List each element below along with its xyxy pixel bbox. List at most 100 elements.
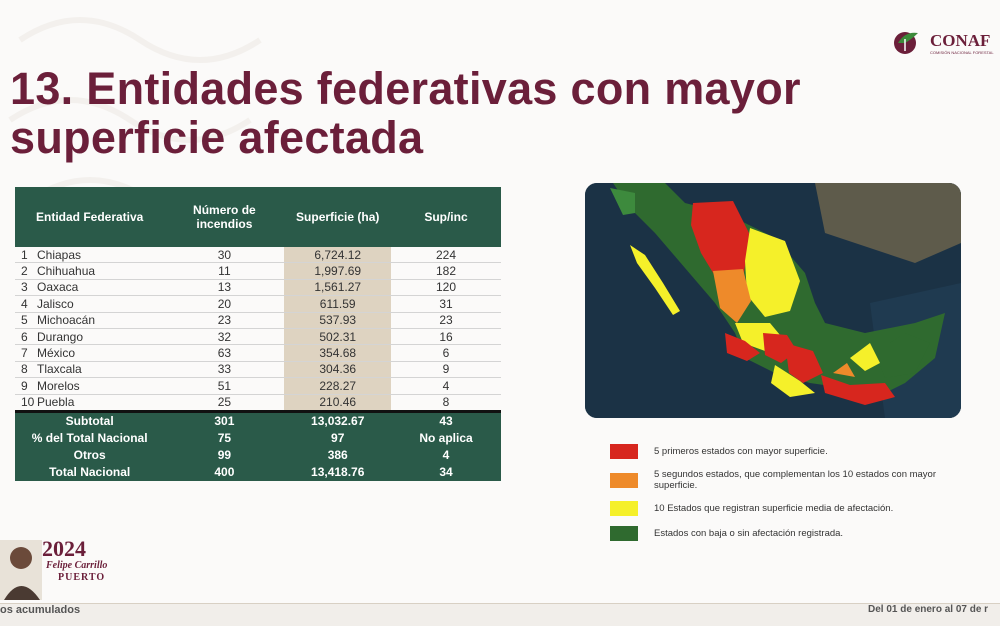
table-row: 3 Oaxaca 13 1,561.27 120 — [15, 279, 501, 297]
legend-swatch — [610, 444, 638, 459]
incendios-cell: 32 — [164, 328, 285, 346]
logo-subtitle: COMISIÓN NACIONAL FORESTAL — [930, 50, 994, 55]
summary-supinc: 43 — [390, 411, 501, 430]
supinc-cell: 9 — [390, 361, 501, 379]
superficie-cell: 1,561.27 — [284, 279, 391, 297]
summary-incendios: 400 — [164, 463, 285, 481]
summary-superficie: 13,032.67 — [284, 411, 391, 430]
incendios-cell: 23 — [164, 312, 285, 329]
state-name: Durango — [37, 329, 84, 344]
table-row: 8 Tlaxcala 33 304.36 9 — [15, 361, 501, 379]
superficie-cell: 1,997.69 — [284, 262, 391, 280]
conafor-leaf-icon — [894, 32, 918, 54]
rank-number: 8 — [21, 362, 28, 377]
rank-number: 4 — [21, 296, 28, 311]
incendios-cell: 20 — [164, 295, 285, 313]
entidad-cell: 9 Morelos — [15, 377, 165, 395]
header-incendios: Número de incendios — [164, 187, 285, 247]
summary-incendios: 75 — [164, 429, 285, 447]
summary-label: Otros — [15, 446, 165, 464]
rank-number: 2 — [21, 264, 28, 279]
legend-item: Estados con baja o sin afectación regist… — [610, 526, 960, 541]
legend-swatch — [610, 501, 638, 516]
table-row: 10 Puebla 25 210.46 8 — [15, 394, 501, 413]
entidad-cell: 8 Tlaxcala — [15, 361, 165, 379]
supinc-cell: 8 — [390, 394, 501, 413]
supinc-cell: 120 — [390, 279, 501, 297]
superficie-cell: 210.46 — [284, 394, 391, 413]
legend-label: 5 primeros estados con mayor superficie. — [654, 446, 828, 457]
header-supinc: Sup/inc — [390, 187, 501, 247]
rank-number: 1 — [21, 247, 28, 262]
state-name: Oaxaca — [37, 280, 79, 295]
summary-supinc: No aplica — [390, 429, 501, 447]
footer-bar — [0, 603, 1000, 626]
superficie-cell: 611.59 — [284, 295, 391, 313]
table-row: 6 Durango 32 502.31 16 — [15, 328, 501, 346]
superficie-cell: 354.68 — [284, 344, 391, 362]
table-row: 2 Chihuahua 11 1,997.69 182 — [15, 262, 501, 280]
table-row: 1 Chiapas 30 6,724.12 224 — [15, 247, 501, 264]
incendios-cell: 13 — [164, 279, 285, 297]
fires-table: Entidad Federativa Número de incendios S… — [15, 187, 501, 481]
state-name: Tlaxcala — [37, 362, 82, 377]
supinc-cell: 4 — [390, 377, 501, 395]
entidad-cell: 1 Chiapas — [15, 247, 165, 264]
incendios-cell: 25 — [164, 394, 285, 413]
summary-supinc: 4 — [390, 446, 501, 464]
page-title: 13. Entidades federativas con mayor supe… — [10, 63, 801, 163]
entidad-cell: 4 Jalisco — [15, 295, 165, 313]
table-row: 9 Morelos 51 228.27 4 — [15, 377, 501, 395]
rank-number: 5 — [21, 313, 28, 328]
summary-row: Total Nacional 400 13,418.76 34 — [15, 463, 501, 481]
superficie-cell: 6,724.12 — [284, 247, 391, 264]
legend-label: Estados con baja o sin afectación regist… — [654, 528, 844, 539]
rank-number: 7 — [21, 346, 28, 361]
summary-incendios: 301 — [164, 411, 285, 430]
legend-label: 10 Estados que registran superficie medi… — [654, 503, 894, 514]
entidad-cell: 7 México — [15, 344, 165, 362]
rank-number: 9 — [21, 378, 28, 393]
entidad-cell: 3 Oaxaca — [15, 279, 165, 297]
superficie-cell: 502.31 — [284, 328, 391, 346]
incendios-cell: 51 — [164, 377, 285, 395]
entidad-cell: 5 Michoacán — [15, 312, 165, 329]
incendios-cell: 30 — [164, 247, 285, 264]
table-row: 4 Jalisco 20 611.59 31 — [15, 295, 501, 313]
entidad-cell: 10 Puebla — [15, 394, 165, 413]
entidad-cell: 2 Chihuahua — [15, 262, 165, 280]
supinc-cell: 182 — [390, 262, 501, 280]
legend-item: 5 segundos estados, que complementan los… — [610, 469, 960, 491]
summary-label: % del Total Nacional — [15, 429, 165, 447]
logo-text: CONAF — [930, 31, 991, 50]
legend-swatch — [610, 526, 638, 541]
summary-incendios: 99 — [164, 446, 285, 464]
slide: 13. Entidades federativas con mayor supe… — [0, 0, 1000, 610]
summary-superficie: 13,418.76 — [284, 463, 391, 481]
incendios-cell: 11 — [164, 262, 285, 280]
summary-label: Total Nacional — [15, 463, 165, 481]
footer-left-text: os acumulados — [0, 604, 81, 616]
map-image — [585, 183, 961, 418]
superficie-cell: 537.93 — [284, 312, 391, 329]
superficie-cell: 304.36 — [284, 361, 391, 379]
supinc-cell: 6 — [390, 344, 501, 362]
legend-item: 10 Estados que registran superficie medi… — [610, 501, 960, 516]
state-name: Puebla — [37, 395, 75, 410]
summary-row: Subtotal 301 13,032.67 43 — [15, 411, 501, 430]
president-portrait — [0, 540, 42, 600]
entidad-cell: 6 Durango — [15, 328, 165, 346]
rank-number: 6 — [21, 329, 28, 344]
map-legend: 5 primeros estados con mayor superficie.… — [610, 444, 960, 551]
header-entidad: Entidad Federativa — [15, 187, 165, 247]
state-name: Jalisco — [37, 296, 74, 311]
table-row: 5 Michoacán 23 537.93 23 — [15, 312, 501, 329]
state-name: Michoacán — [37, 313, 96, 328]
summary-row: % del Total Nacional 75 97 No aplica — [15, 429, 501, 447]
rank-number: 3 — [21, 280, 28, 295]
state-name: Chihuahua — [37, 264, 96, 279]
incendios-cell: 33 — [164, 361, 285, 379]
emblem-year: 2024 — [42, 536, 86, 561]
summary-superficie: 97 — [284, 429, 391, 447]
emblem-name: Felipe Carrillo — [46, 560, 108, 571]
